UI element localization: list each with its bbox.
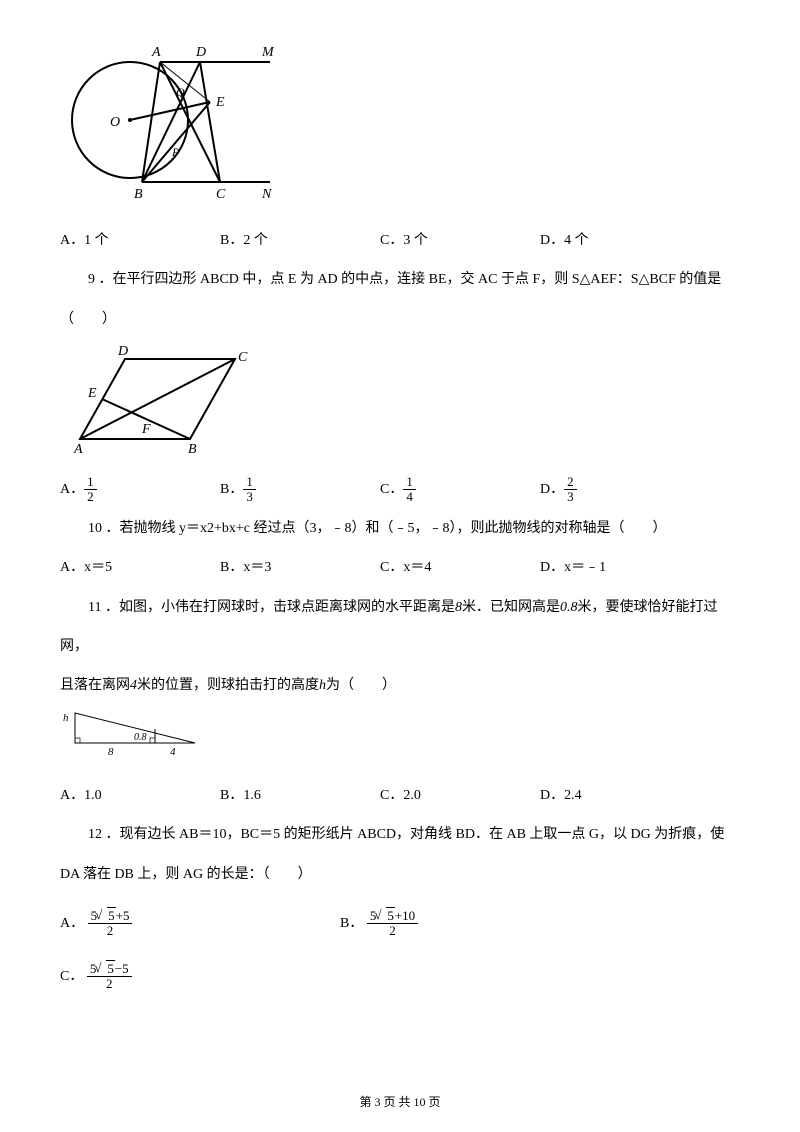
svg-text:O: O	[110, 115, 120, 130]
q11-figure: h 0.8 8 4	[60, 705, 740, 776]
q11-text-line2: 且落在离网4米的位置，则球拍击打的高度h为（ ）	[60, 666, 740, 705]
svg-text:8: 8	[108, 746, 114, 758]
q11-options: A．1.0 B．1.6 C．2.0 D．2.4	[60, 776, 740, 815]
q12-opt-c: C． 55−52	[60, 957, 132, 996]
q9-opt-d: D．23	[540, 470, 577, 509]
q10-opt-b: B．x＝3	[220, 548, 380, 587]
svg-text:0.8: 0.8	[134, 732, 147, 743]
q9-text: 9 ．在平行四边形 ABCD 中，点 E 为 AD 的中点，连接 BE，交 AC…	[60, 260, 740, 338]
svg-text:P: P	[171, 145, 180, 159]
q9-svg: A B C D E F	[60, 339, 260, 454]
q12-options-row2: C． 55−52	[60, 957, 740, 996]
svg-text:F: F	[141, 422, 151, 437]
q12-text: 12 ．现有边长 AB＝10，BC＝5 的矩形纸片 ABCD，对角线 BD．在 …	[60, 815, 740, 893]
q11-text: 11 ．如图，小伟在打网球时，击球点距离球网的水平距离是8米．已知网高是0.8米…	[60, 588, 740, 666]
svg-text:4: 4	[170, 746, 176, 758]
q10-opt-c: C．x＝4	[380, 548, 540, 587]
q12-opt-a: A． 55+52	[60, 904, 340, 943]
q9-options: A．12 B．13 C．14 D．23	[60, 470, 740, 509]
svg-text:Q: Q	[176, 85, 185, 99]
q9-figure: A B C D E F	[60, 339, 740, 470]
q11-opt-b: B．1.6	[220, 776, 380, 815]
svg-text:C: C	[216, 187, 226, 202]
svg-text:E: E	[215, 95, 225, 110]
svg-text:D: D	[195, 45, 206, 60]
q8-svg: A B D C E M N O Q P	[60, 30, 280, 205]
q8-opt-c: C．3 个	[380, 221, 540, 260]
q8-figure: A B D C E M N O Q P	[60, 30, 740, 221]
svg-text:B: B	[134, 187, 143, 202]
q11-opt-c: C．2.0	[380, 776, 540, 815]
q12-opt-b: B． 55+102	[340, 904, 418, 943]
q8-opt-a: A．1 个	[60, 221, 220, 260]
svg-text:M: M	[261, 45, 275, 60]
svg-text:C: C	[238, 350, 248, 365]
q10-options: A．x＝5 B．x＝3 C．x＝4 D．x＝﹣1	[60, 548, 740, 587]
q11-svg: h 0.8 8 4	[60, 705, 210, 760]
q8-opt-b: B．2 个	[220, 221, 380, 260]
q11-opt-a: A．1.0	[60, 776, 220, 815]
q9-opt-a: A．12	[60, 470, 220, 509]
q10-text: 10 ．若抛物线 y＝x2+bx+c 经过点（3，﹣8）和（﹣5，﹣8），则此抛…	[60, 509, 740, 548]
svg-text:A: A	[151, 45, 161, 60]
svg-text:D: D	[117, 344, 128, 359]
svg-text:A: A	[73, 442, 83, 454]
svg-text:E: E	[87, 386, 97, 401]
svg-text:B: B	[188, 442, 197, 454]
svg-text:N: N	[261, 187, 272, 202]
q12-options-row1: A． 55+52 B． 55+102	[60, 904, 740, 943]
q9-opt-b: B．13	[220, 470, 380, 509]
q8-options: A．1 个 B．2 个 C．3 个 D．4 个	[60, 221, 740, 260]
q10-opt-a: A．x＝5	[60, 548, 220, 587]
q11-opt-d: D．2.4	[540, 776, 582, 815]
q8-opt-d: D．4 个	[540, 221, 589, 260]
q9-opt-c: C．14	[380, 470, 540, 509]
svg-text:h: h	[63, 712, 69, 724]
page-footer: 第 3 页 共 10 页	[0, 1096, 800, 1108]
q10-opt-d: D．x＝﹣1	[540, 548, 606, 587]
